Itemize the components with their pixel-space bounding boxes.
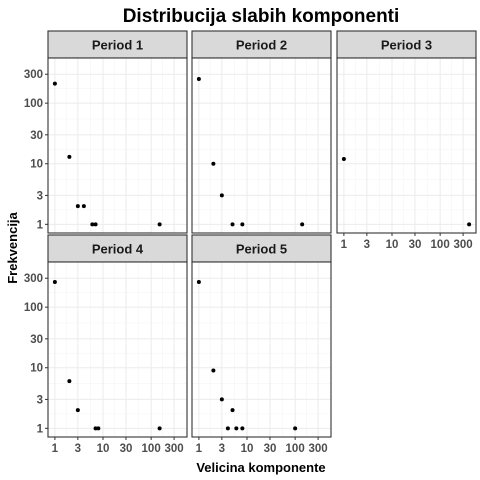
panel-border <box>47 261 188 438</box>
facet-panel: Period 3 1 3 10 30 100 300 <box>336 30 477 251</box>
facet-strip <box>336 30 477 59</box>
facet-strip <box>47 234 188 263</box>
data-point <box>300 222 305 227</box>
facet-panel: Period 1 1 3 10 30 100 300 <box>24 30 188 234</box>
x-tick-label: 30 <box>120 443 133 455</box>
panel-background <box>337 58 476 233</box>
panel-background <box>192 262 331 437</box>
facet-panel: Period 4 1 3 10 30 100 300 1 3 10 30 100 300 <box>24 234 188 455</box>
y-tick-label: 300 <box>24 273 43 285</box>
data-point <box>225 426 230 431</box>
y-tick-label: 1 <box>37 219 44 231</box>
panel-background <box>192 58 331 233</box>
x-tick-label: 30 <box>409 239 422 251</box>
facet-strip-label: Period 5 <box>236 242 287 257</box>
data-point <box>52 280 57 285</box>
data-point <box>157 222 162 227</box>
data-point <box>219 193 224 198</box>
facet-strip <box>191 234 332 263</box>
x-tick-label: 100 <box>431 239 450 251</box>
facet-strip <box>47 30 188 59</box>
data-point <box>67 154 72 159</box>
facet-strip <box>191 30 332 59</box>
data-point <box>96 426 101 431</box>
x-tick-label: 10 <box>386 239 399 251</box>
x-tick-label: 30 <box>264 443 277 455</box>
facet-panel: Period 2 <box>191 30 332 234</box>
data-point <box>293 426 298 431</box>
data-point <box>75 408 80 413</box>
x-tick-label: 3 <box>364 239 370 251</box>
x-tick-label: 1 <box>52 443 59 455</box>
data-point <box>52 81 57 86</box>
data-point <box>230 408 235 413</box>
data-point <box>196 280 201 285</box>
data-point <box>240 426 245 431</box>
x-tick-label: 3 <box>75 443 81 455</box>
facet-strip-label: Period 4 <box>92 242 144 257</box>
data-point <box>234 426 239 431</box>
data-point <box>67 379 72 384</box>
data-point <box>219 397 224 402</box>
x-tick-label: 1 <box>196 443 203 455</box>
data-point <box>467 222 472 227</box>
y-tick-label: 30 <box>30 130 43 142</box>
data-point <box>240 222 245 227</box>
x-tick-label: 100 <box>286 443 305 455</box>
y-tick-label: 100 <box>24 98 43 110</box>
panel-background <box>48 58 187 233</box>
y-tick-label: 30 <box>30 334 43 346</box>
data-point <box>93 426 98 431</box>
data-point <box>196 77 201 82</box>
x-tick-label: 100 <box>142 443 161 455</box>
panel-background <box>48 262 187 437</box>
x-tick-label: 10 <box>97 443 110 455</box>
panel-border <box>191 261 332 438</box>
y-tick-label: 3 <box>37 394 43 406</box>
data-point <box>230 222 235 227</box>
y-tick-label: 3 <box>37 190 43 202</box>
panel-border <box>336 57 477 234</box>
facet-panel: Period 5 1 3 10 30 100 300 <box>191 234 332 455</box>
panel-border <box>191 57 332 234</box>
chart-title: Distribucija slabih komponenti <box>123 6 400 27</box>
data-point <box>341 156 346 161</box>
data-point <box>93 222 98 227</box>
data-point <box>81 204 86 209</box>
y-tick-label: 100 <box>24 302 43 314</box>
x-tick-label: 300 <box>309 443 328 455</box>
x-tick-label: 1 <box>341 239 348 251</box>
y-axis-title: Frekvencija <box>5 211 20 283</box>
panel-border <box>47 57 188 234</box>
facet-strip-label: Period 2 <box>236 38 287 53</box>
x-tick-label: 10 <box>241 443 254 455</box>
facet-strip-label: Period 1 <box>92 38 143 53</box>
x-tick-label: 3 <box>219 443 225 455</box>
y-tick-label: 300 <box>24 69 43 81</box>
x-tick-label: 300 <box>165 443 184 455</box>
y-tick-label: 10 <box>30 159 43 171</box>
x-tick-label: 300 <box>454 239 473 251</box>
facet-strip-label: Period 3 <box>381 38 432 53</box>
data-point <box>157 426 162 431</box>
data-point <box>211 161 216 166</box>
y-tick-label: 10 <box>30 363 43 375</box>
data-point <box>90 222 95 227</box>
data-point <box>211 368 216 373</box>
data-point <box>75 204 80 209</box>
x-axis-title: Velicina komponente <box>196 460 325 475</box>
facet-panels: Period 1 1 3 10 30 100 300 Period 2 Period 3 1 3 10… <box>24 30 477 455</box>
y-tick-label: 1 <box>37 423 44 435</box>
